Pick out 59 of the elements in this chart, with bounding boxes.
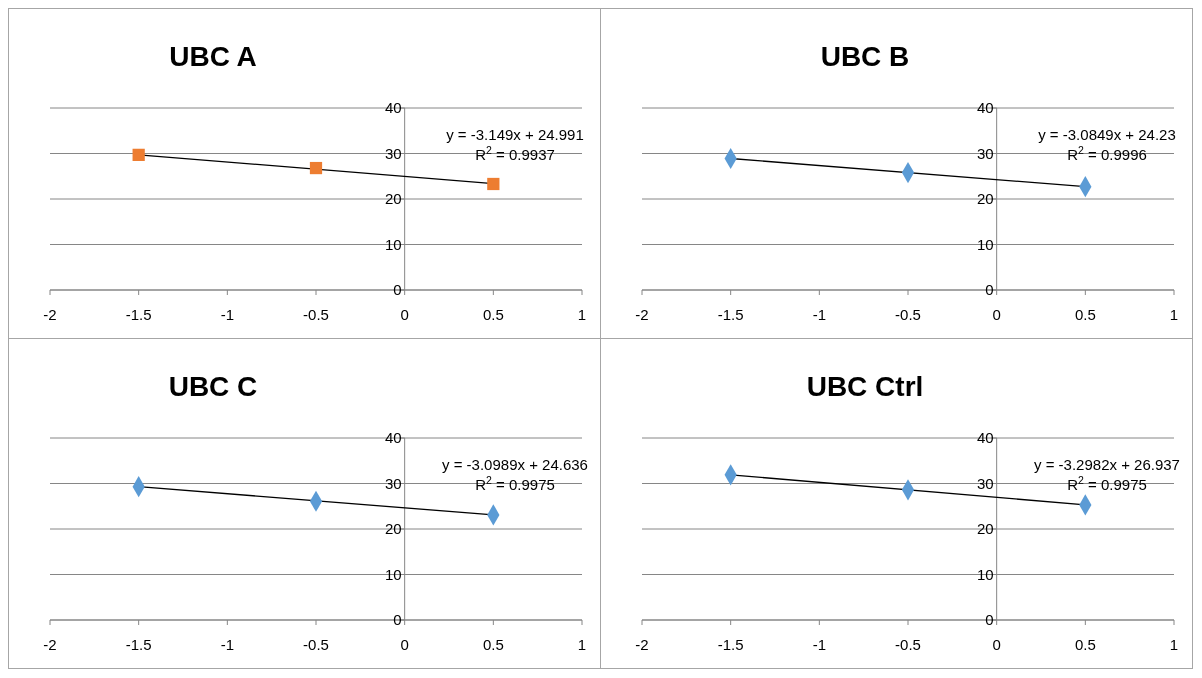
y-tick-label: 10: [384, 235, 402, 253]
y-tick-label: 10: [976, 235, 994, 253]
y-tick-label: 20: [384, 520, 402, 537]
x-tick-label: -1: [812, 636, 827, 653]
annotation: y = -3.2982x + 26.937: [1034, 456, 1180, 473]
x-tick-label: -0.5: [895, 636, 921, 653]
x-tick-label: -1.5: [717, 306, 744, 323]
chart-title: UBC C: [168, 371, 258, 402]
chart-title: UBC A: [169, 41, 257, 72]
y-tick-label: 40: [976, 99, 994, 116]
y-tick-label: 0: [985, 611, 994, 628]
x-tick-label: -1.5: [125, 636, 152, 653]
x-tick-label: 1: [577, 636, 587, 653]
x-tick-label: 1: [577, 306, 587, 323]
x-tick-label: -1: [220, 636, 235, 653]
x-tick-label: -1.5: [125, 306, 152, 323]
chart-title: UBC Ctrl: [806, 371, 924, 402]
x-tick-label: -0.5: [895, 306, 921, 323]
y-tick-label: 40: [384, 429, 402, 446]
annotation: R$^{2}$ = 0.9975: [475, 474, 555, 493]
y-tick-label: 0: [985, 281, 994, 298]
y-tick-label: 40: [976, 429, 994, 446]
y-tick-label: 10: [976, 565, 994, 583]
y-tick-label: 20: [384, 190, 402, 207]
x-tick-label: -2: [43, 306, 57, 323]
point: [487, 177, 500, 191]
x-tick-label: -1.5: [717, 636, 744, 653]
y-tick-label: 0: [393, 611, 402, 628]
x-tick-label: -2: [635, 306, 649, 323]
annotation: y = -3.149x + 24.991: [446, 126, 584, 143]
x-tick-label: 0.5: [482, 306, 504, 323]
x-tick-label: -2: [43, 636, 57, 653]
y-tick-label: 40: [384, 99, 402, 116]
x-tick-label: -0.5: [303, 306, 329, 323]
annotation: y = -3.0989x + 24.636: [442, 456, 588, 473]
annotation: R$^{2}$ = 0.9996: [1067, 144, 1147, 163]
y-tick-label: 30: [384, 144, 402, 162]
chart-title: UBC B: [820, 41, 910, 72]
y-tick-label: 30: [384, 474, 402, 492]
y-tick-label: 20: [976, 520, 994, 537]
y-tick-label: 30: [976, 144, 994, 162]
x-tick-label: 0.5: [1074, 306, 1096, 323]
x-tick-label: 1: [1169, 306, 1179, 323]
y-tick-label: 20: [976, 190, 994, 207]
x-tick-label: -1: [220, 306, 235, 323]
x-tick-label: -2: [635, 636, 649, 653]
point: [132, 148, 145, 161]
x-tick-label: 1: [1169, 636, 1179, 653]
annotation: R$^{2}$ = 0.9937: [475, 144, 555, 163]
x-tick-label: 0.5: [482, 636, 504, 653]
x-tick-label: 0.5: [1074, 636, 1096, 653]
x-tick-label: -1: [812, 306, 827, 323]
x-tick-label: -0.5: [303, 636, 329, 653]
annotation: R$^{2}$ = 0.9975: [1067, 474, 1147, 493]
y-tick-label: 10: [384, 565, 402, 583]
y-tick-label: 30: [976, 474, 994, 492]
point: [309, 161, 323, 175]
annotation: y = -3.0849x + 24.23: [1038, 126, 1176, 143]
y-tick-label: 0: [393, 281, 402, 298]
